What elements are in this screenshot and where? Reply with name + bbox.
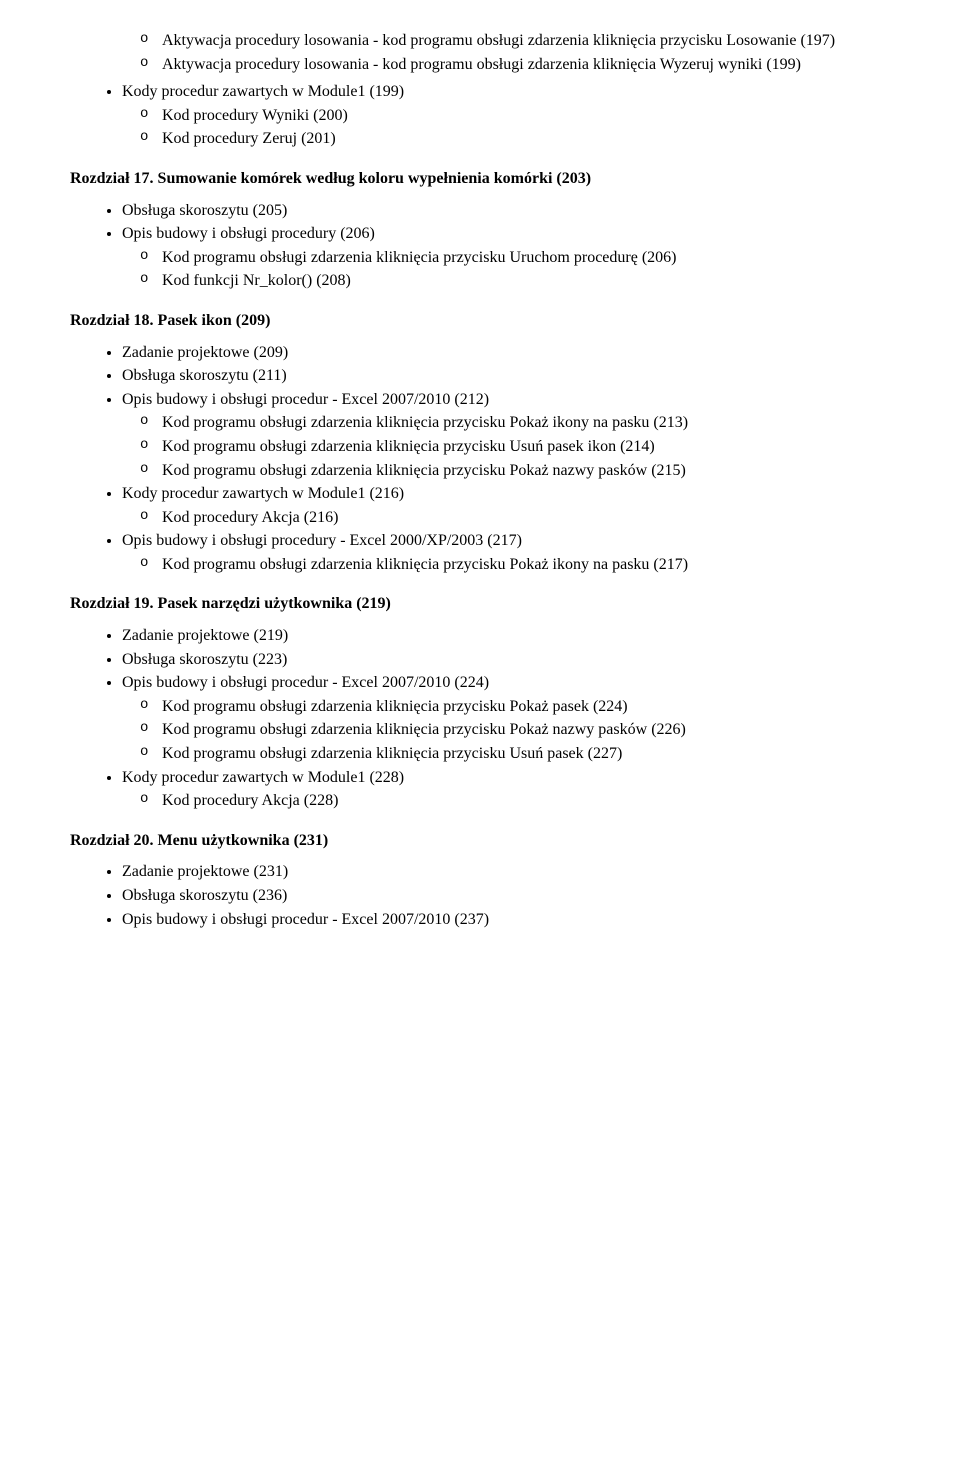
r19-list: Zadanie projektowe (219) Obsługa skorosz… [70, 625, 890, 812]
top-orphan-sublist: Aktywacja procedury losowania - kod prog… [122, 30, 890, 75]
list-item: Kod procedury Akcja (228) [162, 790, 890, 812]
list-item: Kod programu obsługi zdarzenia kliknięci… [162, 743, 890, 765]
list-item: Kod procedury Wyniki (200) [162, 105, 890, 127]
list-item: Zadanie projektowe (209) [122, 342, 890, 364]
list-item-label: Opis budowy i obsługi procedury - Excel … [122, 532, 522, 549]
list-item: Kody procedur zawartych w Module1 (199) … [122, 81, 890, 150]
list-item-label: Opis budowy i obsługi procedur - Excel 2… [122, 391, 489, 408]
sublist: Kod programu obsługi zdarzenia kliknięci… [122, 412, 890, 481]
list-item: Zadanie projektowe (231) [122, 861, 890, 883]
list-item: Aktywacja procedury losowania - kod prog… [162, 30, 890, 52]
list-item: Aktywacja procedury losowania - kod prog… [162, 54, 890, 76]
list-item-label: Opis budowy i obsługi procedur - Excel 2… [122, 674, 489, 691]
list-item: Kod procedury Zeruj (201) [162, 128, 890, 150]
list-item: Kody procedur zawartych w Module1 (216) … [122, 483, 890, 528]
sublist: Kod programu obsługi zdarzenia kliknięci… [122, 696, 890, 765]
list-item: Obsługa skoroszytu (211) [122, 365, 890, 387]
list-item: Zadanie projektowe (219) [122, 625, 890, 647]
list-item: Opis budowy i obsługi procedury - Excel … [122, 530, 890, 575]
sublist: Kod programu obsługi zdarzenia kliknięci… [122, 554, 890, 576]
list-item-label: Kody procedur zawartych w Module1 (228) [122, 769, 404, 786]
list-item: Opis budowy i obsługi procedur - Excel 2… [122, 389, 890, 481]
list-item: Kody procedur zawartych w Module1 (228) … [122, 767, 890, 812]
list-item: Obsługa skoroszytu (205) [122, 200, 890, 222]
document-page: Aktywacja procedury losowania - kod prog… [0, 0, 960, 1463]
list-item: Opis budowy i obsługi procedur - Excel 2… [122, 672, 890, 764]
list-item-label: Kody procedur zawartych w Module1 (216) [122, 485, 404, 502]
list-item: Opis budowy i obsługi procedury (206) Ko… [122, 223, 890, 292]
list-item-label: Kody procedur zawartych w Module1 (199) [122, 83, 404, 100]
list-item: Kod funkcji Nr_kolor() (208) [162, 270, 890, 292]
list-item: Kod programu obsługi zdarzenia kliknięci… [162, 247, 890, 269]
r18-list: Zadanie projektowe (209) Obsługa skorosz… [70, 342, 890, 576]
list-item: Kod programu obsługi zdarzenia kliknięci… [162, 460, 890, 482]
r17-list: Obsługa skoroszytu (205) Opis budowy i o… [70, 200, 890, 292]
chapter-heading: Rozdział 19. Pasek narzędzi użytkownika … [70, 593, 890, 615]
sublist: Kod procedury Akcja (228) [122, 790, 890, 812]
list-item: Kod programu obsługi zdarzenia kliknięci… [162, 436, 890, 458]
chapter-heading: Rozdział 20. Menu użytkownika (231) [70, 830, 890, 852]
chapter-heading: Rozdział 18. Pasek ikon (209) [70, 310, 890, 332]
sublist: Kod procedury Wyniki (200) Kod procedury… [122, 105, 890, 150]
chapter-heading: Rozdział 17. Sumowanie komórek według ko… [70, 168, 890, 190]
list-item: Opis budowy i obsługi procedur - Excel 2… [122, 909, 890, 931]
list-item: Obsługa skoroszytu (236) [122, 885, 890, 907]
list-item: Kod programu obsługi zdarzenia kliknięci… [162, 696, 890, 718]
sublist: Kod procedury Akcja (216) [122, 507, 890, 529]
list-item: Obsługa skoroszytu (223) [122, 649, 890, 671]
list-item-label: Opis budowy i obsługi procedury (206) [122, 225, 375, 242]
list-item: Kod programu obsługi zdarzenia kliknięci… [162, 719, 890, 741]
list-item: Kod programu obsługi zdarzenia kliknięci… [162, 412, 890, 434]
sublist: Kod programu obsługi zdarzenia kliknięci… [122, 247, 890, 292]
top-list: Kody procedur zawartych w Module1 (199) … [70, 81, 890, 150]
list-item: Kod programu obsługi zdarzenia kliknięci… [162, 554, 890, 576]
list-item: Kod procedury Akcja (216) [162, 507, 890, 529]
r20-list: Zadanie projektowe (231) Obsługa skorosz… [70, 861, 890, 930]
